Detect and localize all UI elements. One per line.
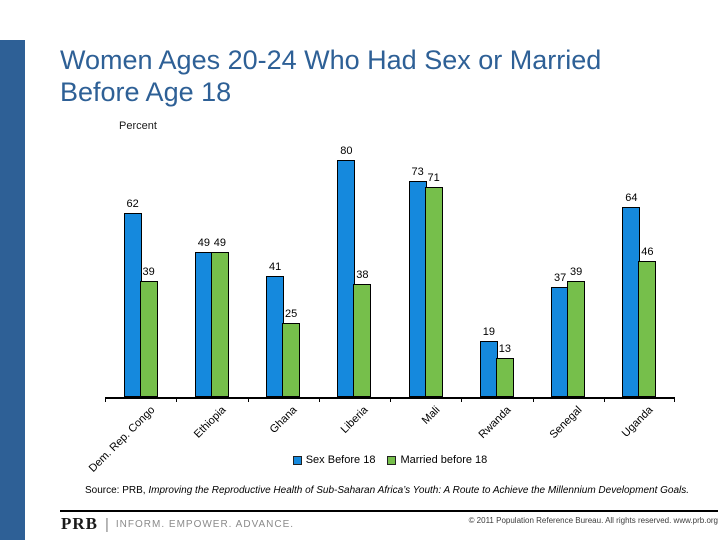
prb-logo-text: PRB (61, 514, 98, 533)
bar-value-label: 19 (482, 326, 495, 338)
x-axis-tick (105, 397, 106, 402)
bar-value-label: 49 (197, 237, 210, 249)
copyright-notice: © 2011 Population Reference Bureau. All … (468, 516, 718, 525)
legend-swatch-icon (292, 455, 302, 465)
bar-sex-before-18 (337, 160, 356, 397)
x-axis-tick (390, 397, 391, 402)
bar-value-label: 62 (126, 198, 139, 210)
prb-logo: PRB | INFORM. EMPOWER. ADVANCE. (61, 514, 294, 534)
bar-married-before-18 (424, 187, 443, 397)
footer-divider (60, 510, 718, 512)
legend-swatch-icon (387, 455, 397, 465)
x-axis-tick (674, 397, 675, 402)
bar-value-label: 71 (427, 172, 440, 184)
x-axis-tick (176, 397, 178, 402)
bar-value-label: 25 (285, 308, 298, 320)
source-prefix: Source: PRB, (85, 485, 149, 496)
bar-married-before-18 (638, 261, 657, 397)
bar-value-label: 49 (213, 237, 226, 249)
bar-value-label: 37 (554, 272, 567, 284)
bar-value-label: 38 (356, 269, 369, 281)
legend-label: Married before 18 (400, 454, 488, 466)
logo-separator: | (105, 515, 109, 533)
legend-item: Married before 18 (387, 454, 487, 466)
chart-legend: Sex Before 18 Married before 18 (105, 454, 675, 466)
legend-label: Sex Before 18 (305, 454, 376, 466)
bar-value-label: 39 (142, 266, 155, 278)
bar-value-label: 41 (269, 261, 282, 273)
x-axis-tick (461, 397, 463, 402)
bar-value-label: 64 (625, 192, 638, 204)
page-title: Women Ages 20-24 Who Had Sex or Married … (60, 45, 602, 107)
left-accent-stripe (0, 40, 25, 540)
source-note: Source: PRB, Improving the Reproductive … (85, 485, 718, 496)
bar-married-before-18 (139, 281, 158, 397)
x-axis-tick (318, 397, 320, 402)
bar-value-label: 13 (498, 343, 511, 355)
bar-value-label: 73 (411, 166, 424, 178)
x-axis-tick (603, 397, 605, 402)
prb-tagline: INFORM. EMPOWER. ADVANCE. (115, 518, 295, 530)
bar-value-label: 46 (641, 246, 654, 258)
y-axis-title: Percent (119, 120, 157, 132)
bar-married-before-18 (567, 281, 586, 397)
bar-married-before-18 (210, 252, 229, 397)
bar-chart-plot-area: 62 39 49 49 41 25 80 38 73 71 19 13 37 39 64 46 (105, 135, 675, 402)
source-citation: Improving the Reproductive Health of Sub… (148, 485, 690, 496)
x-axis-tick (532, 397, 534, 402)
x-axis-tick (247, 397, 249, 402)
bar-married-before-18 (353, 284, 372, 397)
bar-married-before-18 (282, 323, 301, 397)
legend-item: Sex Before 18 (292, 454, 376, 466)
bar-value-label: 80 (340, 145, 353, 157)
bar-married-before-18 (495, 358, 514, 397)
bar-value-label: 39 (570, 266, 583, 278)
